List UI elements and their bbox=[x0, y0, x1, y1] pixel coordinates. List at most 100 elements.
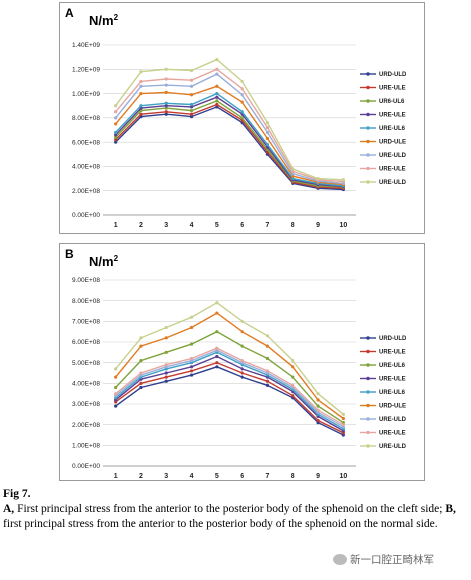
data-point bbox=[114, 135, 118, 139]
data-point bbox=[316, 408, 320, 412]
data-point bbox=[164, 90, 168, 94]
data-point bbox=[215, 361, 219, 365]
chart-panel-b: B N/m2 0.00E+00 1.00E+08 2.00E+08 3.00E+08 4.0… bbox=[59, 243, 425, 481]
legend-label: URE-UL6 bbox=[379, 363, 406, 369]
watermark-text: 新一口腔正畸林军 bbox=[350, 554, 434, 566]
y-unit-superscript: 2 bbox=[114, 254, 119, 263]
y-tick-label: 6.00E+08 bbox=[72, 339, 100, 346]
data-point bbox=[114, 130, 118, 135]
data-point bbox=[189, 105, 194, 109]
data-point bbox=[215, 84, 219, 88]
data-point bbox=[139, 381, 143, 385]
data-point bbox=[164, 375, 168, 379]
series-line bbox=[115, 96, 344, 188]
y-tick-label: 3.00E+08 bbox=[72, 401, 100, 408]
data-point bbox=[189, 78, 194, 82]
data-point bbox=[316, 398, 320, 402]
data-point bbox=[215, 301, 219, 305]
data-point bbox=[114, 367, 118, 371]
series-line bbox=[115, 347, 344, 426]
series-line bbox=[115, 355, 344, 432]
y-unit-superscript: 2 bbox=[114, 13, 119, 22]
data-point bbox=[114, 116, 118, 120]
legend-marker bbox=[366, 99, 370, 103]
legend-marker bbox=[366, 363, 370, 367]
series-line bbox=[115, 58, 344, 181]
data-point bbox=[316, 418, 320, 423]
legend-marker bbox=[366, 180, 370, 184]
data-point bbox=[240, 79, 244, 84]
y-tick-label: 1.00E+09 bbox=[72, 91, 100, 98]
data-point bbox=[341, 423, 345, 427]
data-point bbox=[215, 354, 219, 359]
data-point bbox=[240, 367, 244, 371]
series-line bbox=[115, 312, 344, 420]
legend-label: URD-ULD bbox=[379, 336, 407, 342]
data-point bbox=[240, 93, 244, 97]
legend-label: URE-ULD bbox=[379, 417, 407, 423]
y-unit-label: N/m2 bbox=[89, 254, 119, 269]
x-tick-label: 7 bbox=[265, 473, 269, 480]
figure-description: A, First principal stress from the anter… bbox=[3, 502, 468, 532]
series-line bbox=[115, 103, 344, 189]
data-point bbox=[164, 104, 168, 108]
x-tick-label: 9 bbox=[316, 222, 320, 229]
legend-label: URE-ULE bbox=[379, 431, 406, 437]
legend-label: URE-ULE bbox=[379, 167, 406, 173]
data-point bbox=[291, 359, 295, 363]
legend-label: URD-ULE bbox=[379, 404, 406, 410]
data-point bbox=[215, 346, 219, 350]
data-point bbox=[114, 104, 118, 108]
data-point bbox=[240, 319, 244, 323]
data-point bbox=[164, 77, 168, 81]
data-point bbox=[164, 363, 168, 367]
caption-b-text: first principal stress from the anterior… bbox=[3, 518, 438, 530]
data-point bbox=[240, 110, 244, 114]
caption-b-letter: B, bbox=[445, 503, 456, 515]
x-tick-label: 1 bbox=[114, 473, 118, 480]
legend-marker bbox=[366, 72, 370, 76]
wechat-icon bbox=[333, 554, 347, 565]
legend-marker bbox=[366, 417, 370, 421]
data-point bbox=[240, 375, 244, 379]
data-point bbox=[291, 172, 295, 176]
data-point bbox=[189, 102, 194, 107]
data-point bbox=[215, 99, 219, 103]
legend-marker bbox=[366, 139, 370, 144]
data-point bbox=[240, 344, 244, 348]
y-tick-label: 1.20E+09 bbox=[72, 66, 100, 73]
data-point bbox=[189, 112, 194, 116]
data-point bbox=[265, 334, 270, 338]
legend-label: URE-UL6 bbox=[379, 126, 406, 132]
data-point bbox=[215, 91, 219, 96]
series-line bbox=[115, 361, 344, 434]
data-point bbox=[265, 136, 270, 141]
data-point bbox=[240, 359, 244, 363]
legend-label: URE-ULE bbox=[379, 350, 406, 356]
legend-label: URE-ULE bbox=[379, 113, 406, 119]
data-point bbox=[114, 385, 118, 390]
data-point bbox=[291, 167, 295, 171]
data-point bbox=[215, 102, 219, 107]
data-point bbox=[291, 375, 295, 379]
x-tick-label: 2 bbox=[139, 473, 143, 480]
legend-marker bbox=[366, 403, 370, 408]
data-point bbox=[164, 110, 168, 114]
legend-label: URE-ULD bbox=[379, 180, 407, 186]
data-point bbox=[189, 373, 194, 377]
data-point bbox=[114, 375, 118, 379]
data-point bbox=[139, 70, 143, 74]
y-tick-label: 1.40E+09 bbox=[72, 42, 100, 49]
x-tick-label: 4 bbox=[190, 473, 194, 480]
data-point bbox=[215, 67, 219, 71]
data-point bbox=[215, 105, 219, 109]
legend-marker bbox=[366, 390, 370, 394]
y-unit-label: N/m2 bbox=[89, 13, 119, 28]
legend-label: URD-ULE bbox=[379, 140, 406, 146]
data-point bbox=[215, 311, 219, 315]
data-point bbox=[139, 112, 143, 116]
y-tick-label: 8.00E+08 bbox=[72, 115, 100, 122]
data-point bbox=[189, 342, 194, 346]
data-point bbox=[240, 87, 244, 91]
data-point bbox=[114, 122, 118, 126]
